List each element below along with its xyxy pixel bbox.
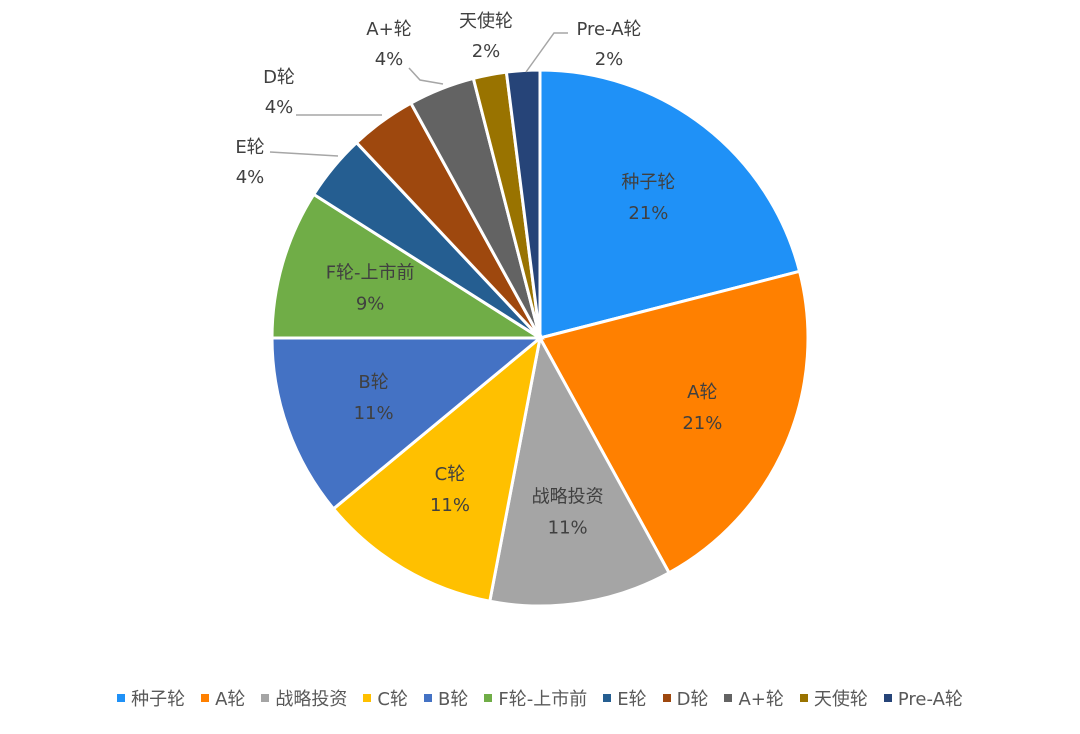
legend-swatch xyxy=(424,694,432,702)
pie-slice xyxy=(331,334,543,604)
legend-swatch xyxy=(117,694,126,702)
leader-line xyxy=(269,151,339,157)
slice-label: F轮-上市前 xyxy=(326,263,415,284)
pie-slice xyxy=(504,68,542,339)
legend-item-c: C轮 xyxy=(363,685,408,711)
pie-slice xyxy=(488,333,672,608)
legend-label: A轮 xyxy=(215,689,246,710)
legend-label: 种子轮 xyxy=(131,689,186,710)
legend-label: 战略投资 xyxy=(275,689,348,710)
legend-swatch xyxy=(662,694,671,702)
slice-label: A轮 xyxy=(687,382,717,403)
legend-item-e: E轮 xyxy=(603,685,647,711)
slice-percent: 11% xyxy=(354,403,394,424)
legend-swatch xyxy=(799,694,808,702)
legend-item-pre-a: Pre-A轮 xyxy=(883,685,963,711)
legend-swatch xyxy=(201,694,210,702)
legend-item-seed: 种子轮 xyxy=(117,685,185,711)
legend-item-a-plus: A+轮 xyxy=(724,685,784,711)
slice-percent: 2% xyxy=(472,41,501,62)
legend-label: E轮 xyxy=(617,689,647,710)
legend-label: A+轮 xyxy=(738,689,784,710)
legend-swatch xyxy=(883,694,892,702)
legend-swatch xyxy=(724,694,733,702)
slice-percent: 4% xyxy=(375,49,404,70)
legend-label: D轮 xyxy=(676,689,709,710)
leader-line xyxy=(525,32,568,73)
slice-percent: 2% xyxy=(595,49,624,70)
pie-slice xyxy=(270,192,546,340)
slice-percent: 21% xyxy=(628,203,668,224)
slice-label: C轮 xyxy=(435,464,466,485)
chart-legend: 种子轮 A轮 战略投资 C轮 B轮 F轮-上市前 E轮 D轮 xyxy=(0,685,1080,711)
pie-slice xyxy=(537,269,810,575)
legend-swatch xyxy=(603,694,612,702)
slice-percent: 21% xyxy=(682,413,722,434)
slice-percent: 9% xyxy=(356,294,385,315)
legend-item-d: D轮 xyxy=(662,685,709,711)
legend-swatch xyxy=(363,694,372,702)
slice-label: 种子轮 xyxy=(621,172,675,193)
slice-label: E轮 xyxy=(235,137,264,158)
slice-percent: 11% xyxy=(430,495,470,516)
legend-item-strategic: 战略投资 xyxy=(261,685,347,711)
legend-label: Pre-A轮 xyxy=(897,689,963,710)
legend-label: F轮-上市前 xyxy=(498,689,588,710)
pie-slice xyxy=(538,68,802,340)
legend-swatch xyxy=(261,694,270,702)
slice-label: A+轮 xyxy=(366,19,411,40)
legend-item-a: A轮 xyxy=(201,685,245,711)
legend-item-b: B轮 xyxy=(424,685,468,711)
legend-label: C轮 xyxy=(377,689,408,710)
slice-label: 天使轮 xyxy=(459,11,513,32)
slice-label: B轮 xyxy=(358,372,388,393)
legend-item-angel: 天使轮 xyxy=(799,685,868,711)
legend-label: 天使轮 xyxy=(813,689,868,710)
leader-line xyxy=(408,67,444,85)
slice-percent: 11% xyxy=(548,518,588,539)
slice-percent: 4% xyxy=(236,167,265,188)
slice-label: 战略投资 xyxy=(532,487,604,508)
slice-percent: 4% xyxy=(265,97,294,118)
legend-label: B轮 xyxy=(438,689,469,710)
pie-slice xyxy=(270,336,545,511)
legend-item-f-preipo: F轮-上市前 xyxy=(484,685,587,711)
legend-swatch xyxy=(484,694,493,702)
slice-label: D轮 xyxy=(263,67,295,88)
slice-label: Pre-A轮 xyxy=(576,19,641,40)
